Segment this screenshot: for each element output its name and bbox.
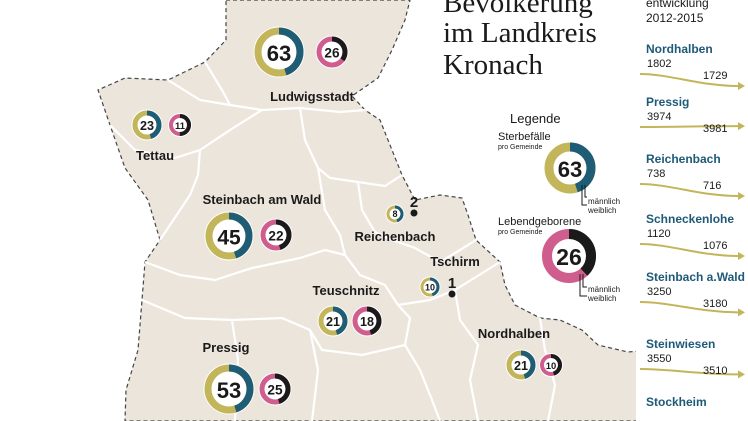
deaths-donut-tschirm-value: 10	[425, 282, 435, 292]
births-donut-steinbach-am-wald-value: 22	[268, 228, 284, 243]
panel-value-2015: 3180	[703, 298, 728, 310]
births-dot-tschirm-value: 1	[448, 275, 456, 292]
births-dot-reichenbach: 2	[410, 194, 418, 217]
births-donut-teuschnitz: 18	[351, 305, 383, 337]
deaths-donut-steinbach-am-wald: 45	[204, 211, 254, 261]
panel-heading-line-1: entwicklung	[646, 0, 709, 10]
deaths-donut-teuschnitz-value: 21	[326, 315, 340, 329]
panel-value-2012: 1120	[647, 228, 671, 240]
births-donut-nordhalben: 10	[539, 353, 563, 377]
deaths-donut-reichenbach: 8	[385, 204, 405, 224]
panel-town-name: Pressig	[646, 95, 690, 109]
legend-deaths-label: Sterbefälle pro Gemeinde	[498, 131, 551, 151]
deaths-donut-teuschnitz: 21	[317, 305, 349, 337]
panel-value-2012: 3974	[647, 111, 672, 123]
panel-value-2012: 3550	[647, 353, 672, 365]
panel-heading-line-2: 2012-2015	[646, 11, 704, 25]
legend-deaths-female: weiblich	[588, 206, 617, 215]
town-label-pressig: Pressig	[202, 340, 250, 355]
town-label-teuschnitz: Teuschnitz	[312, 283, 380, 298]
panel-town-name: Steinbach a.Wald	[646, 270, 745, 284]
legend-births-female: weiblich	[588, 294, 617, 303]
county-area	[97, 0, 673, 421]
population-trend-panel	[636, 0, 748, 421]
legend-connector	[582, 274, 587, 288]
legend-births-donut: 26	[541, 228, 597, 284]
deaths-donut-pressig: 53	[203, 363, 255, 415]
legend-births-sub: pro Gemeinde	[498, 229, 543, 236]
panel-town-name: Steinwiesen	[646, 337, 716, 351]
town-label-tschirm: Tschirm	[430, 254, 480, 269]
legend-deaths-male: männlich	[588, 197, 621, 206]
deaths-donut-ludwigsstadt-value: 63	[267, 41, 292, 66]
deaths-donut-tettau-value: 23	[140, 119, 154, 133]
births-donut-tettau: 11	[168, 113, 192, 137]
panel-town-name: Reichenbach	[646, 152, 721, 166]
town-label-tettau: Tettau	[135, 148, 175, 163]
panel-town-name: Stockheim	[646, 395, 707, 409]
deaths-donut-pressig-value: 53	[217, 378, 242, 403]
panel-value-2015: 1729	[703, 70, 728, 82]
legend-connector	[581, 185, 587, 206]
births-donut-ludwigsstadt-value: 26	[324, 45, 340, 60]
deaths-donut-tschirm: 10	[419, 276, 441, 298]
legend-deaths-donut: 63	[543, 141, 597, 195]
deaths-donut-nordhalben-value: 21	[514, 359, 528, 373]
panel-value-2015: 1076	[703, 240, 728, 252]
municipality-borders	[109, 61, 557, 421]
legend-deaths-text: Sterbefälle	[498, 131, 551, 143]
births-dot-tschirm: 1	[448, 275, 456, 298]
births-donut-ludwigsstadt: 26	[315, 35, 349, 69]
map-title-line-3: Kronach	[443, 49, 543, 81]
births-dot-reichenbach-value: 2	[410, 194, 418, 211]
deaths-donut-tettau: 23	[131, 109, 163, 141]
births-donut-teuschnitz-value: 18	[360, 315, 374, 329]
legend-connector	[584, 185, 587, 198]
map-title-line-2: im Landkreis	[443, 17, 597, 49]
panel-value-2012: 1802	[647, 58, 672, 70]
legend-deaths-sub: pro Gemeinde	[498, 144, 543, 151]
legend-births-label: Lebendgeborene pro Gemeinde	[498, 216, 581, 236]
births-donut-tettau-value: 11	[175, 121, 185, 132]
legend-title: Legende	[510, 111, 561, 126]
legend-births-text: Lebendgeborene	[498, 216, 582, 228]
panel-value-2015: 716	[703, 180, 722, 192]
legend-deaths-donut-value: 63	[558, 157, 583, 182]
births-donut-steinbach-am-wald: 22	[259, 218, 293, 252]
legend-births-male: männlich	[588, 285, 621, 294]
legend-connector	[579, 274, 587, 297]
births-donut-pressig-value: 25	[267, 382, 283, 397]
town-label-ludwigsstadt: Ludwigsstadt	[270, 89, 354, 104]
deaths-donut-nordhalben: 21	[505, 349, 537, 381]
legend-births-donut-value: 26	[556, 244, 582, 270]
map-title-line-1: Bevölkerung	[443, 0, 593, 19]
town-label-reichenbach: Reichenbach	[354, 229, 436, 244]
panel-value-2015: 3510	[703, 365, 728, 377]
panel-town-name: Nordhalben	[646, 42, 713, 56]
births-donut-pressig: 25	[258, 372, 292, 406]
births-donut-nordhalben-value: 10	[546, 361, 557, 372]
deaths-donut-ludwigsstadt: 63	[253, 26, 305, 78]
panel-value-2015: 3981	[703, 123, 728, 135]
panel-town-name: Schneckenlohe	[646, 212, 735, 226]
town-label-steinbach-am-wald: Steinbach am Wald	[202, 192, 322, 207]
deaths-donut-steinbach-am-wald-value: 45	[217, 226, 241, 249]
panel-value-2012: 3250	[647, 286, 672, 298]
deaths-donut-reichenbach-value: 8	[392, 209, 397, 219]
town-label-nordhalben: Nordhalben	[477, 326, 551, 341]
panel-value-2012: 738	[647, 168, 666, 180]
